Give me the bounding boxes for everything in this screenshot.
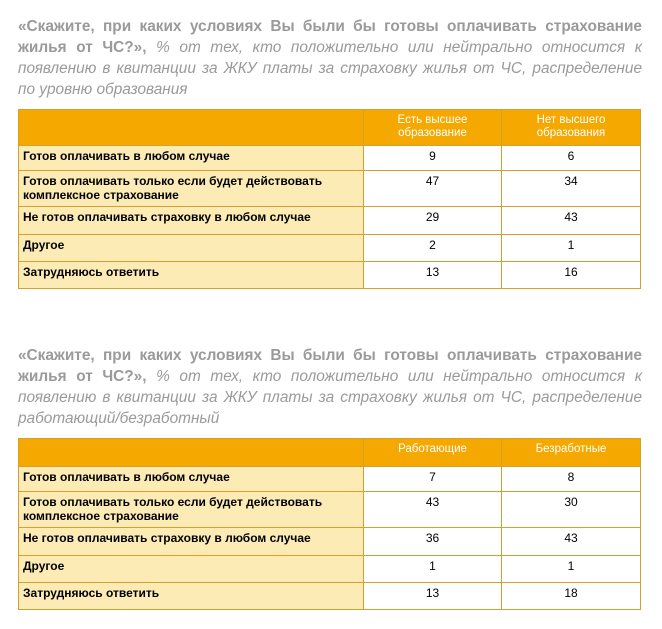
table-row: Готов оплачивать в любом случае 9 6: [18, 145, 641, 171]
cell-value: 1: [501, 234, 641, 262]
cell-value: 1: [501, 555, 641, 583]
cell-value: 1: [363, 555, 502, 583]
cell-value: 9: [363, 145, 502, 171]
header-empty-cell: [18, 109, 364, 146]
table-row: Затрудняюсь ответить 13 18: [18, 582, 641, 610]
table-row: Затрудняюсь ответить 13 16: [18, 261, 641, 289]
column-header: Работающие: [363, 438, 502, 467]
row-label: Другое: [18, 234, 364, 262]
column-header: Есть высшее образование: [363, 109, 502, 146]
table-row: Готов оплачивать только если будет дейст…: [18, 170, 641, 207]
cell-value: 43: [363, 491, 502, 528]
cell-value: 29: [363, 206, 502, 235]
results-table-employment: Работающие Безработные Готов оплачивать …: [18, 438, 641, 610]
table-header-row: Есть высшее образование Нет высшего обра…: [18, 109, 641, 146]
cell-value: 2: [363, 234, 502, 262]
survey-subtitle: % от тех, кто положительно или нейтральн…: [18, 39, 642, 98]
row-label: Не готов оплачивать страховку в любом сл…: [18, 527, 364, 556]
cell-value: 43: [501, 527, 641, 556]
results-table-education: Есть высшее образование Нет высшего обра…: [18, 109, 641, 289]
row-label: Не готов оплачивать страховку в любом сл…: [18, 206, 364, 235]
survey-subtitle: % от тех, кто положительно или нейтральн…: [18, 368, 642, 427]
table-row: Не готов оплачивать страховку в любом сл…: [18, 527, 641, 556]
cell-value: 34: [501, 170, 641, 207]
column-header: Нет высшего образования: [501, 109, 641, 146]
cell-value: 16: [501, 261, 641, 289]
survey-question: «Скажите, при каких условиях Вы были бы …: [18, 18, 642, 56]
row-label: Затрудняюсь ответить: [18, 261, 364, 289]
survey-block-education: «Скажите, при каких условиях Вы были бы …: [18, 16, 642, 289]
header-empty-cell: [18, 438, 364, 467]
table-row: Готов оплачивать только если будет дейст…: [18, 491, 641, 528]
cell-value: 36: [363, 527, 502, 556]
cell-value: 13: [363, 261, 502, 289]
table-row: Готов оплачивать в любом случае 7 8: [18, 466, 641, 492]
cell-value: 18: [501, 582, 641, 610]
cell-value: 7: [363, 466, 502, 492]
survey-block-employment: «Скажите, при каких условиях Вы были бы …: [18, 345, 642, 610]
cell-value: 8: [501, 466, 641, 492]
table-row: Не готов оплачивать страховку в любом сл…: [18, 206, 641, 235]
row-label: Готов оплачивать в любом случае: [18, 466, 364, 492]
table-row: Другое 1 1: [18, 555, 641, 583]
row-label: Затрудняюсь ответить: [18, 582, 364, 610]
row-label: Другое: [18, 555, 364, 583]
survey-heading: «Скажите, при каких условиях Вы были бы …: [18, 345, 642, 429]
cell-value: 6: [501, 145, 641, 171]
cell-value: 47: [363, 170, 502, 207]
table-header-row: Работающие Безработные: [18, 438, 641, 467]
column-header: Безработные: [501, 438, 641, 467]
cell-value: 43: [501, 206, 641, 235]
survey-question: «Скажите, при каких условиях Вы были бы …: [18, 347, 642, 385]
table-row: Другое 2 1: [18, 234, 641, 262]
row-label: Готов оплачивать только если будет дейст…: [18, 491, 364, 528]
cell-value: 30: [501, 491, 641, 528]
survey-heading: «Скажите, при каких условиях Вы были бы …: [18, 16, 642, 100]
row-label: Готов оплачивать только если будет дейст…: [18, 170, 364, 207]
cell-value: 13: [363, 582, 502, 610]
row-label: Готов оплачивать в любом случае: [18, 145, 364, 171]
